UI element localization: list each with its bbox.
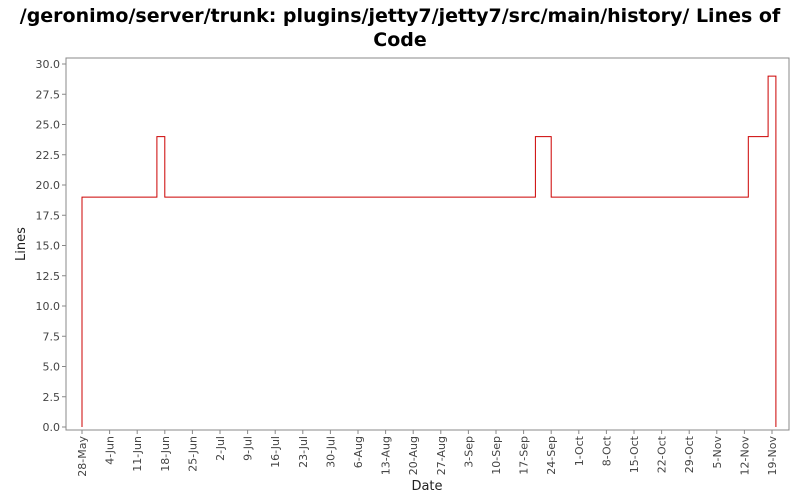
y-axis: 0.0 2.5 5.0 7.5 10.0 12.5 15.0 17.5 20.0 22.5 25.0… xyxy=(36,58,66,434)
y-tick-label: 20.0 xyxy=(36,179,61,192)
chart-title: /geronimo/server/trunk: plugins/jetty7/j… xyxy=(0,4,800,52)
y-tick-label: 30.0 xyxy=(36,58,61,71)
x-tick-label: 4-Jun xyxy=(104,436,117,465)
y-tick-label: 2.5 xyxy=(43,391,61,404)
y-axis-title: Lines xyxy=(14,227,29,261)
x-tick-label: 24-Sep xyxy=(545,436,558,475)
chart-title-line-1: /geronimo/server/trunk: plugins/jetty7/j… xyxy=(19,5,781,27)
x-tick-label: 23-Jul xyxy=(297,436,310,468)
x-tick-label: 9-Jul xyxy=(242,436,255,461)
x-tick-label: 28-May xyxy=(76,436,89,477)
y-tick-label: 0.0 xyxy=(43,421,61,434)
x-axis-title: Date xyxy=(411,479,442,494)
plot-area xyxy=(65,57,790,431)
y-tick-label: 27.5 xyxy=(36,88,61,101)
x-tick-label: 3-Sep xyxy=(462,436,475,468)
x-tick-label: 8-Oct xyxy=(600,435,613,466)
y-tick-label: 5.0 xyxy=(43,361,61,374)
x-tick-label: 15-Oct xyxy=(628,435,641,473)
series-line xyxy=(81,75,777,427)
x-tick-label: 10-Sep xyxy=(490,436,503,475)
x-tick-label: 16-Jul xyxy=(269,436,282,468)
x-tick-label: 11-Jun xyxy=(131,436,144,472)
y-tick-label: 25.0 xyxy=(36,119,61,132)
x-tick-label: 27-Aug xyxy=(435,436,448,475)
y-tick-label: 12.5 xyxy=(36,270,61,283)
x-tick-label: 29-Oct xyxy=(683,435,696,473)
x-axis: 28-May 4-Jun 11-Jun 18-Jun 25-Jun 2-Jul 9-Jul 1… xyxy=(76,430,779,477)
x-tick-label: 22-Oct xyxy=(656,435,669,473)
x-tick-label: 2-Jul xyxy=(214,436,227,461)
y-tick-label: 22.5 xyxy=(36,149,61,162)
x-tick-label: 5-Nov xyxy=(711,436,724,469)
x-tick-label: 17-Sep xyxy=(518,436,531,475)
x-tick-label: 25-Jun xyxy=(186,436,199,472)
x-tick-label: 30-Jul xyxy=(324,436,337,468)
x-tick-label: 6-Aug xyxy=(352,436,365,468)
x-tick-label: 13-Aug xyxy=(380,436,393,475)
x-tick-label: 20-Aug xyxy=(407,436,420,475)
y-tick-label: 17.5 xyxy=(36,209,61,222)
x-tick-label: 12-Nov xyxy=(738,436,751,476)
y-tick-label: 10.0 xyxy=(36,300,61,313)
chart-title-line-2: Code xyxy=(373,29,427,51)
y-tick-label: 7.5 xyxy=(43,330,61,343)
x-tick-label: 1-Oct xyxy=(573,435,586,466)
x-tick-label: 19-Nov xyxy=(766,436,779,476)
y-tick-label: 15.0 xyxy=(36,240,61,253)
x-tick-label: 18-Jun xyxy=(159,436,172,472)
